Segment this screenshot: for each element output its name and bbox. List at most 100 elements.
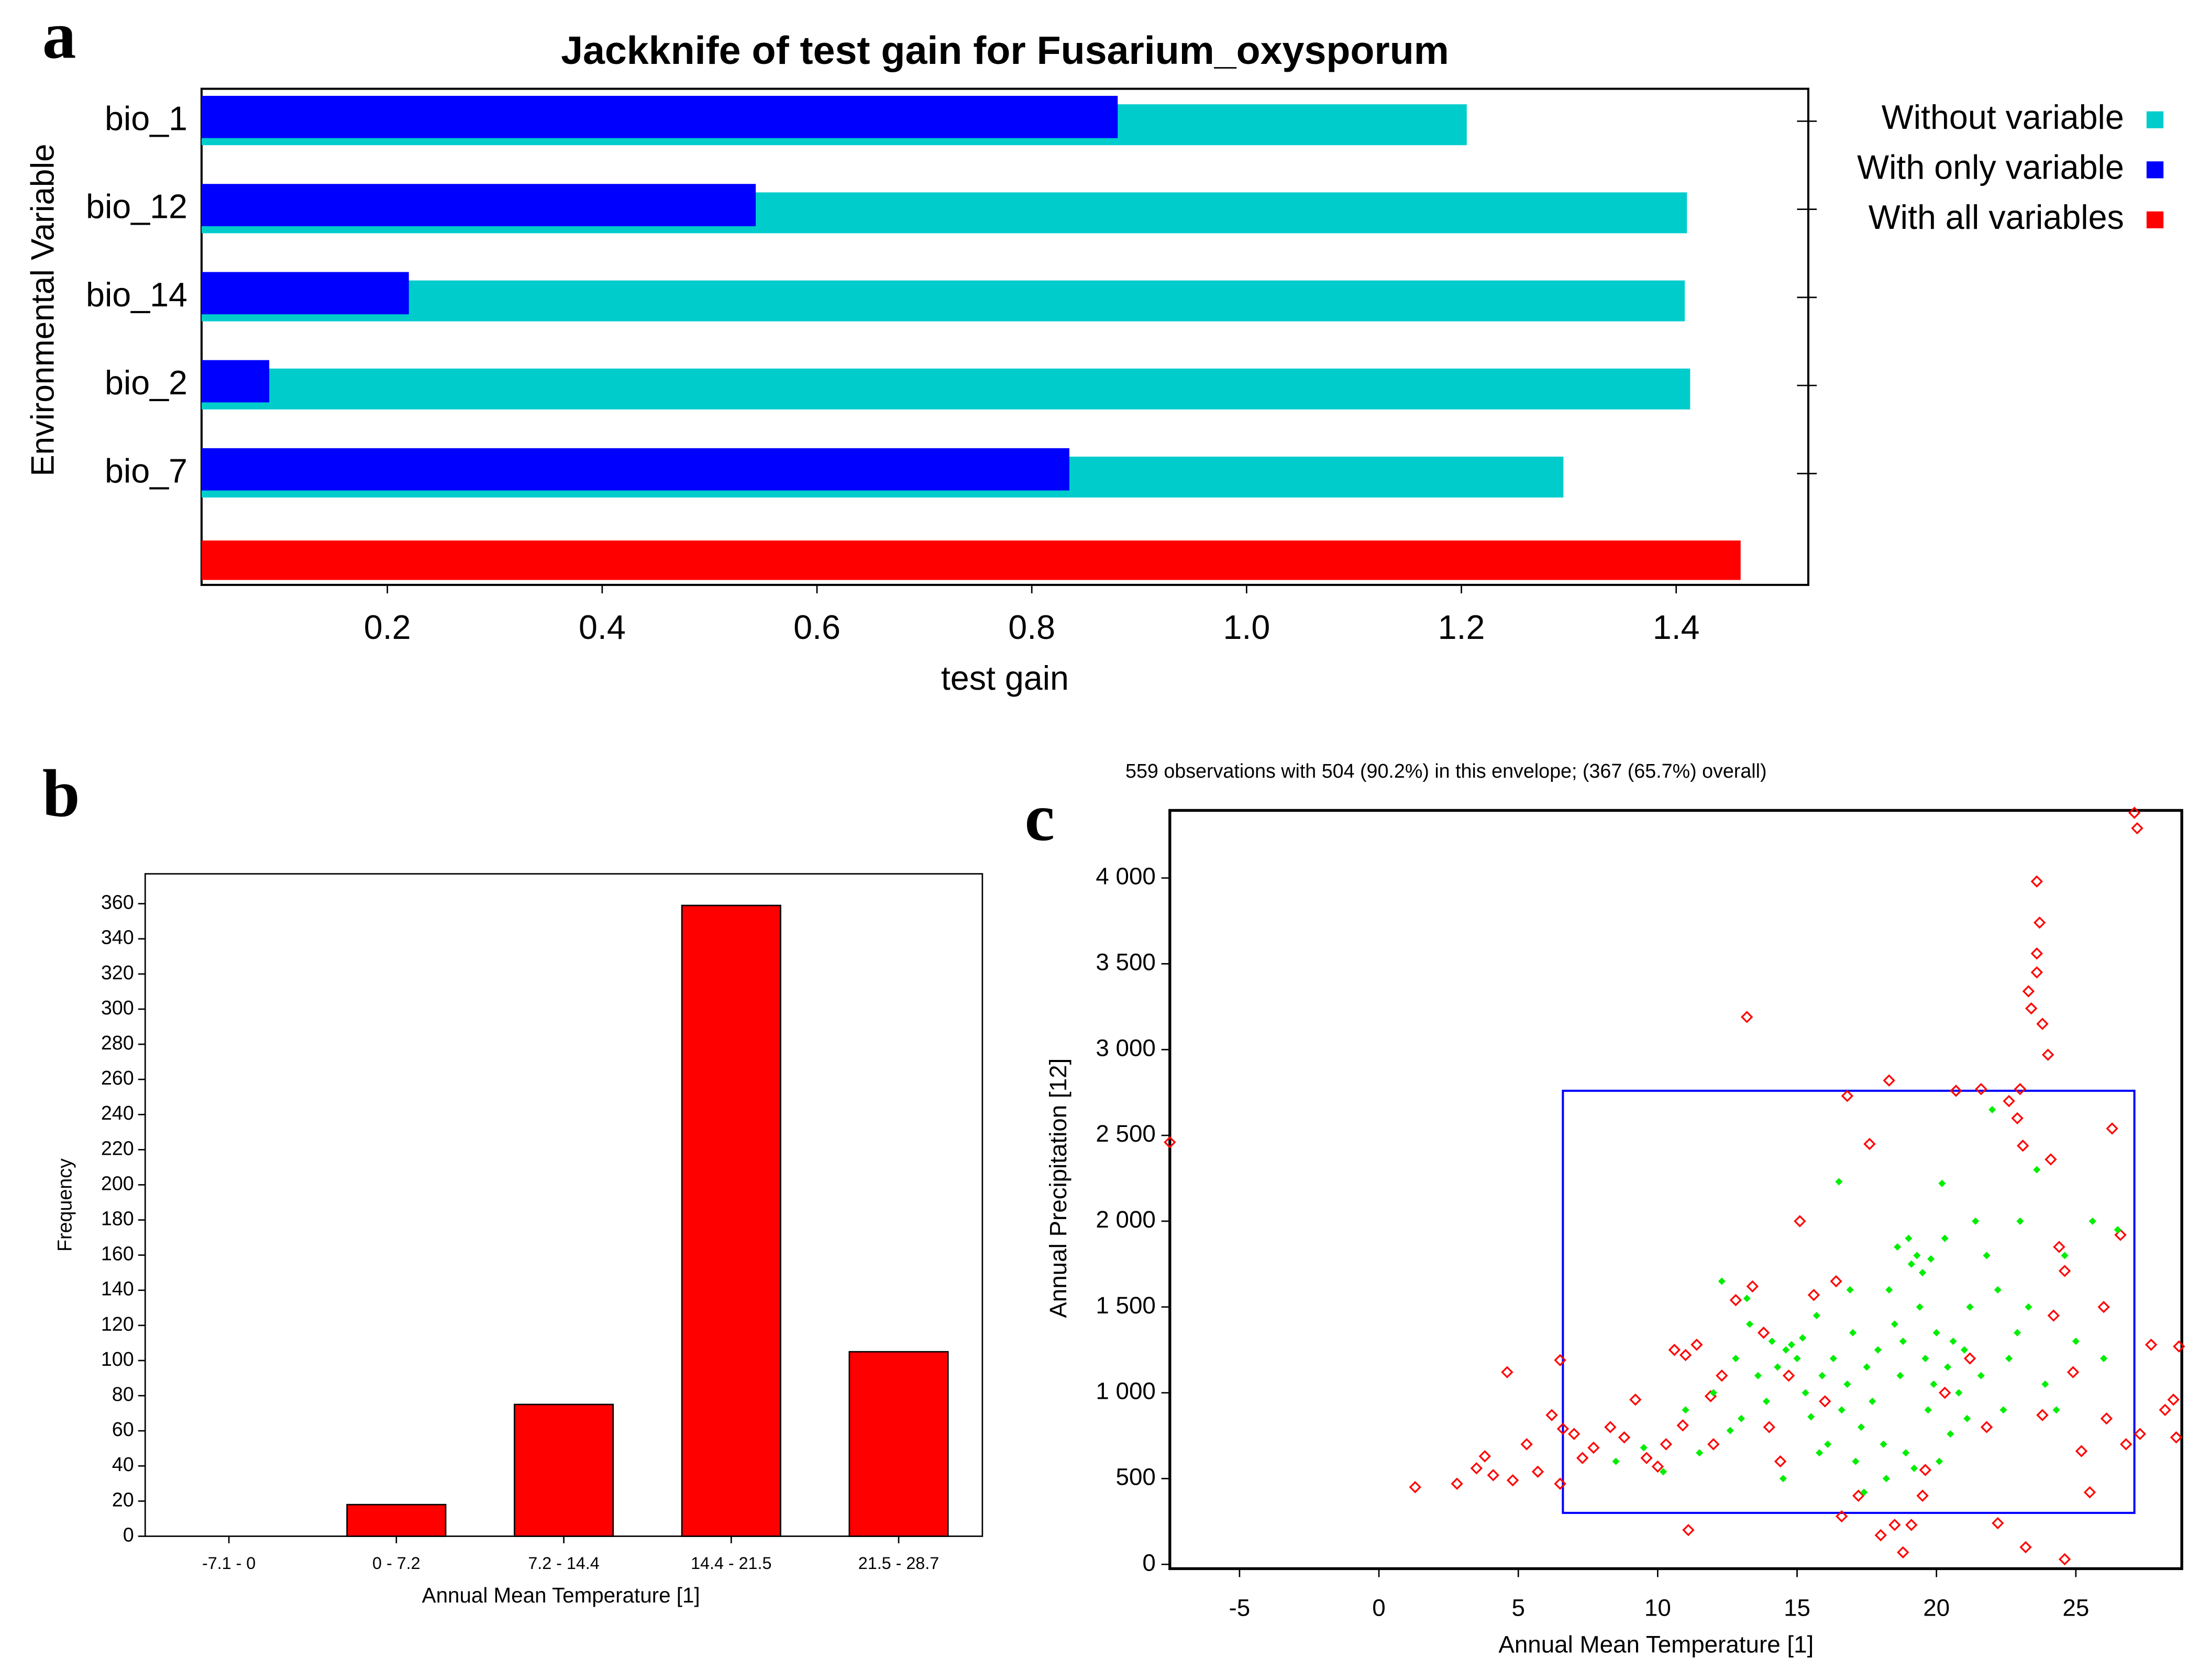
y-tick-label: 4 000 (1096, 863, 1156, 890)
y-tick-label: 40 (112, 1453, 134, 1475)
point (1910, 1464, 1918, 1472)
legend-swatch (2146, 211, 2164, 228)
y-tick-label: 2 000 (1096, 1206, 1156, 1233)
panel-label: c (1025, 780, 1055, 855)
point (2036, 1018, 2049, 1030)
point (1921, 1354, 1929, 1363)
point (1846, 1286, 1854, 1294)
y-tick-label: 140 (101, 1278, 134, 1300)
y-tick-label: 160 (101, 1243, 134, 1265)
point (1891, 1320, 1898, 1328)
y-tick-label: 2 500 (1096, 1120, 1156, 1147)
point (2025, 1002, 2038, 1015)
y-tick-label: 360 (101, 891, 134, 913)
y-tick-label: bio_7 (105, 452, 187, 490)
point (1932, 1329, 1940, 1336)
x-tick-label: 1.4 (1653, 609, 1700, 646)
point (1794, 1215, 1806, 1228)
x-tick-label: 25 (2062, 1595, 2089, 1621)
x-tick-label: 0.8 (1008, 609, 1055, 646)
panel-label: b (42, 756, 80, 831)
point (1690, 1339, 1703, 1351)
point (1470, 1462, 1483, 1475)
x-tick-label: -5 (1229, 1595, 1251, 1621)
y-tick-label: 60 (112, 1418, 134, 1440)
point (1754, 1372, 1762, 1379)
point (2100, 1354, 2108, 1363)
legend-label: With all variables (1869, 198, 2124, 236)
point (1729, 1294, 1742, 1307)
point (1807, 1289, 1820, 1301)
point (1451, 1477, 1463, 1490)
point (1863, 1363, 1871, 1371)
y-tick-label: 0 (123, 1523, 134, 1545)
point (1716, 1369, 1728, 1382)
point (1977, 1372, 1985, 1379)
point (1888, 1519, 1901, 1531)
y-tick-label: 300 (101, 997, 134, 1019)
y-tick-label: 120 (101, 1313, 134, 1335)
point (1869, 1397, 1876, 1405)
point (2145, 1339, 2158, 1351)
point (1554, 1477, 1566, 1490)
plot-frame (1168, 809, 2183, 1571)
point (1835, 1178, 1843, 1186)
point (1782, 1369, 1795, 1382)
point (1520, 1438, 1533, 1451)
point (1999, 1406, 2007, 1414)
point (2100, 1412, 2113, 1425)
point (1955, 1389, 1963, 1397)
bar (681, 904, 781, 1537)
y-tick-label: bio_12 (86, 188, 187, 226)
point (1732, 1354, 1740, 1363)
point (1885, 1286, 1893, 1294)
point (1838, 1406, 1846, 1414)
point (1164, 1136, 1176, 1148)
point (1949, 1338, 1957, 1345)
point (1874, 1529, 1887, 1542)
point (2025, 1303, 2032, 1311)
point (1882, 1475, 1890, 1483)
bar (201, 96, 1118, 138)
point (2170, 1431, 2183, 1444)
point (1501, 1366, 1513, 1378)
point (1629, 1393, 1642, 1406)
point (2131, 822, 2143, 835)
legend-label: With only variable (1857, 148, 2124, 186)
point (2017, 1140, 2029, 1152)
point (1947, 1430, 1954, 1438)
point (2173, 1340, 2185, 1353)
point (2061, 1252, 2069, 1259)
x-tick-label: 15 (1784, 1595, 1810, 1621)
point (1818, 1372, 1826, 1379)
bar (201, 280, 1685, 322)
y-tick-label: 100 (101, 1348, 134, 1370)
point (1709, 1389, 1717, 1397)
x-tick-label: 0.2 (364, 609, 411, 646)
point (2030, 966, 2043, 979)
point (1640, 1452, 1653, 1464)
point (2167, 1393, 2180, 1406)
point (2114, 1229, 2127, 1241)
point (1556, 1422, 1570, 1435)
point (1883, 1074, 1895, 1087)
x-axis-label: test gain (941, 659, 1069, 697)
chart-title: 559 observations with 504 (90.2%) in thi… (1125, 760, 1767, 782)
point (1576, 1452, 1589, 1464)
point (2053, 1241, 2065, 1253)
point (1924, 1406, 1932, 1414)
point (2003, 1095, 2015, 1108)
point (2019, 1541, 2032, 1554)
point (2083, 1486, 2096, 1499)
point (1960, 1346, 1968, 1354)
point (1905, 1234, 1913, 1242)
point (2022, 985, 2035, 998)
y-axis-label: Environmental Variable (25, 144, 61, 477)
point (1860, 1488, 1868, 1496)
point (1972, 1217, 1980, 1225)
point (1774, 1455, 1787, 1468)
point (2030, 875, 2043, 888)
point (1950, 1085, 1962, 1097)
point (1660, 1438, 1673, 1451)
point (1963, 1414, 1971, 1422)
